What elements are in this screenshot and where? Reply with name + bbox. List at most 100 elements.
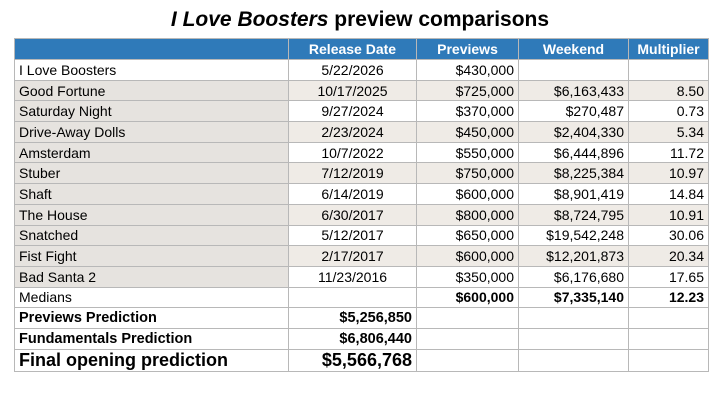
weekend-value: $8,724,795 (518, 203, 629, 226)
release-date: 6/30/2017 (288, 203, 417, 226)
table-row: Stuber 7/12/2019 $750,000 $8,225,384 10.… (14, 162, 709, 185)
film-name: Stuber (14, 162, 289, 185)
empty-cell (416, 348, 519, 372)
title-film-name: I Love Boosters (170, 8, 329, 31)
release-date: 5/22/2026 (288, 59, 417, 81)
previews-value: $350,000 (416, 265, 519, 288)
previews-value: $550,000 (416, 141, 519, 164)
table-row: Amsterdam 10/7/2022 $550,000 $6,444,896 … (14, 141, 709, 164)
previews-prediction-value: $5,256,850 (288, 307, 417, 329)
empty-cell (416, 307, 519, 329)
empty-cell (628, 348, 709, 372)
header-multiplier: Multiplier (628, 38, 709, 60)
fundamentals-prediction-row: Fundamentals Prediction $6,806,440 (14, 327, 709, 350)
page-title: I Love Boosters preview comparisons (0, 6, 720, 34)
final-prediction-value: $5,566,768 (288, 348, 417, 372)
release-date: 10/7/2022 (288, 141, 417, 164)
empty-cell (416, 327, 519, 350)
median-weekend: $7,335,140 (518, 286, 629, 309)
previews-value: $750,000 (416, 162, 519, 185)
empty-cell (518, 307, 629, 329)
table-row: Shaft 6/14/2019 $600,000 $8,901,419 14.8… (14, 183, 709, 205)
table-row: Snatched 5/12/2017 $650,000 $19,542,248 … (14, 224, 709, 247)
weekend-value: $8,225,384 (518, 162, 629, 185)
fundamentals-prediction-value: $6,806,440 (288, 327, 417, 350)
multiplier-value: 20.34 (628, 245, 709, 267)
empty-cell (518, 327, 629, 350)
table-row: Drive-Away Dolls 2/23/2024 $450,000 $2,4… (14, 121, 709, 143)
median-multiplier: 12.23 (628, 286, 709, 309)
table-row: Bad Santa 2 11/23/2016 $350,000 $6,176,6… (14, 265, 709, 288)
weekend-value (518, 59, 629, 81)
header-previews: Previews (416, 38, 519, 60)
medians-label: Medians (14, 286, 289, 309)
release-date: 11/23/2016 (288, 265, 417, 288)
multiplier-value: 11.72 (628, 141, 709, 164)
multiplier-value: 30.06 (628, 224, 709, 247)
film-name: I Love Boosters (14, 59, 289, 81)
weekend-value: $6,444,896 (518, 141, 629, 164)
header-film (14, 38, 289, 60)
release-date: 5/12/2017 (288, 224, 417, 247)
final-prediction-label: Final opening prediction (14, 348, 289, 372)
previews-value: $370,000 (416, 100, 519, 123)
film-name: Saturday Night (14, 100, 289, 123)
comparison-table: Release Date Previews Weekend Multiplier… (14, 38, 709, 372)
previews-value: $430,000 (416, 59, 519, 81)
multiplier-value: 8.50 (628, 79, 709, 102)
table-row: Good Fortune 10/17/2025 $725,000 $6,163,… (14, 79, 709, 102)
medians-date-empty (288, 286, 417, 309)
film-name: Snatched (14, 224, 289, 247)
film-name: Bad Santa 2 (14, 265, 289, 288)
table-row: Saturday Night 9/27/2024 $370,000 $270,4… (14, 100, 709, 123)
medians-row: Medians $600,000 $7,335,140 12.23 (14, 286, 709, 309)
multiplier-value: 5.34 (628, 121, 709, 143)
header-row: Release Date Previews Weekend Multiplier (14, 38, 709, 60)
film-name: Drive-Away Dolls (14, 121, 289, 143)
weekend-value: $270,487 (518, 100, 629, 123)
film-name: The House (14, 203, 289, 226)
release-date: 7/12/2019 (288, 162, 417, 185)
empty-cell (518, 348, 629, 372)
previews-value: $450,000 (416, 121, 519, 143)
multiplier-value: 0.73 (628, 100, 709, 123)
fundamentals-prediction-label: Fundamentals Prediction (14, 327, 289, 350)
multiplier-value: 17.65 (628, 265, 709, 288)
previews-value: $650,000 (416, 224, 519, 247)
release-date: 2/17/2017 (288, 245, 417, 267)
multiplier-value: 10.97 (628, 162, 709, 185)
release-date: 10/17/2025 (288, 79, 417, 102)
title-rest: preview comparisons (328, 8, 550, 31)
previews-value: $800,000 (416, 203, 519, 226)
release-date: 9/27/2024 (288, 100, 417, 123)
previews-prediction-row: Previews Prediction $5,256,850 (14, 307, 709, 329)
previews-value: $600,000 (416, 245, 519, 267)
previews-prediction-label: Previews Prediction (14, 307, 289, 329)
weekend-value: $19,542,248 (518, 224, 629, 247)
film-name: Amsterdam (14, 141, 289, 164)
final-prediction-row: Final opening prediction $5,566,768 (14, 348, 709, 372)
table-row: The House 6/30/2017 $800,000 $8,724,795 … (14, 203, 709, 226)
table-row: Fist Fight 2/17/2017 $600,000 $12,201,87… (14, 245, 709, 267)
film-name: Good Fortune (14, 79, 289, 102)
header-weekend: Weekend (518, 38, 629, 60)
table-row: I Love Boosters 5/22/2026 $430,000 (14, 59, 709, 81)
multiplier-value: 10.91 (628, 203, 709, 226)
weekend-value: $2,404,330 (518, 121, 629, 143)
weekend-value: $8,901,419 (518, 183, 629, 205)
empty-cell (628, 327, 709, 350)
weekend-value: $12,201,873 (518, 245, 629, 267)
median-previews: $600,000 (416, 286, 519, 309)
multiplier-value (628, 59, 709, 81)
multiplier-value: 14.84 (628, 183, 709, 205)
previews-value: $600,000 (416, 183, 519, 205)
release-date: 2/23/2024 (288, 121, 417, 143)
film-name: Shaft (14, 183, 289, 205)
previews-value: $725,000 (416, 79, 519, 102)
weekend-value: $6,176,680 (518, 265, 629, 288)
weekend-value: $6,163,433 (518, 79, 629, 102)
header-release-date: Release Date (288, 38, 417, 60)
release-date: 6/14/2019 (288, 183, 417, 205)
film-name: Fist Fight (14, 245, 289, 267)
empty-cell (628, 307, 709, 329)
